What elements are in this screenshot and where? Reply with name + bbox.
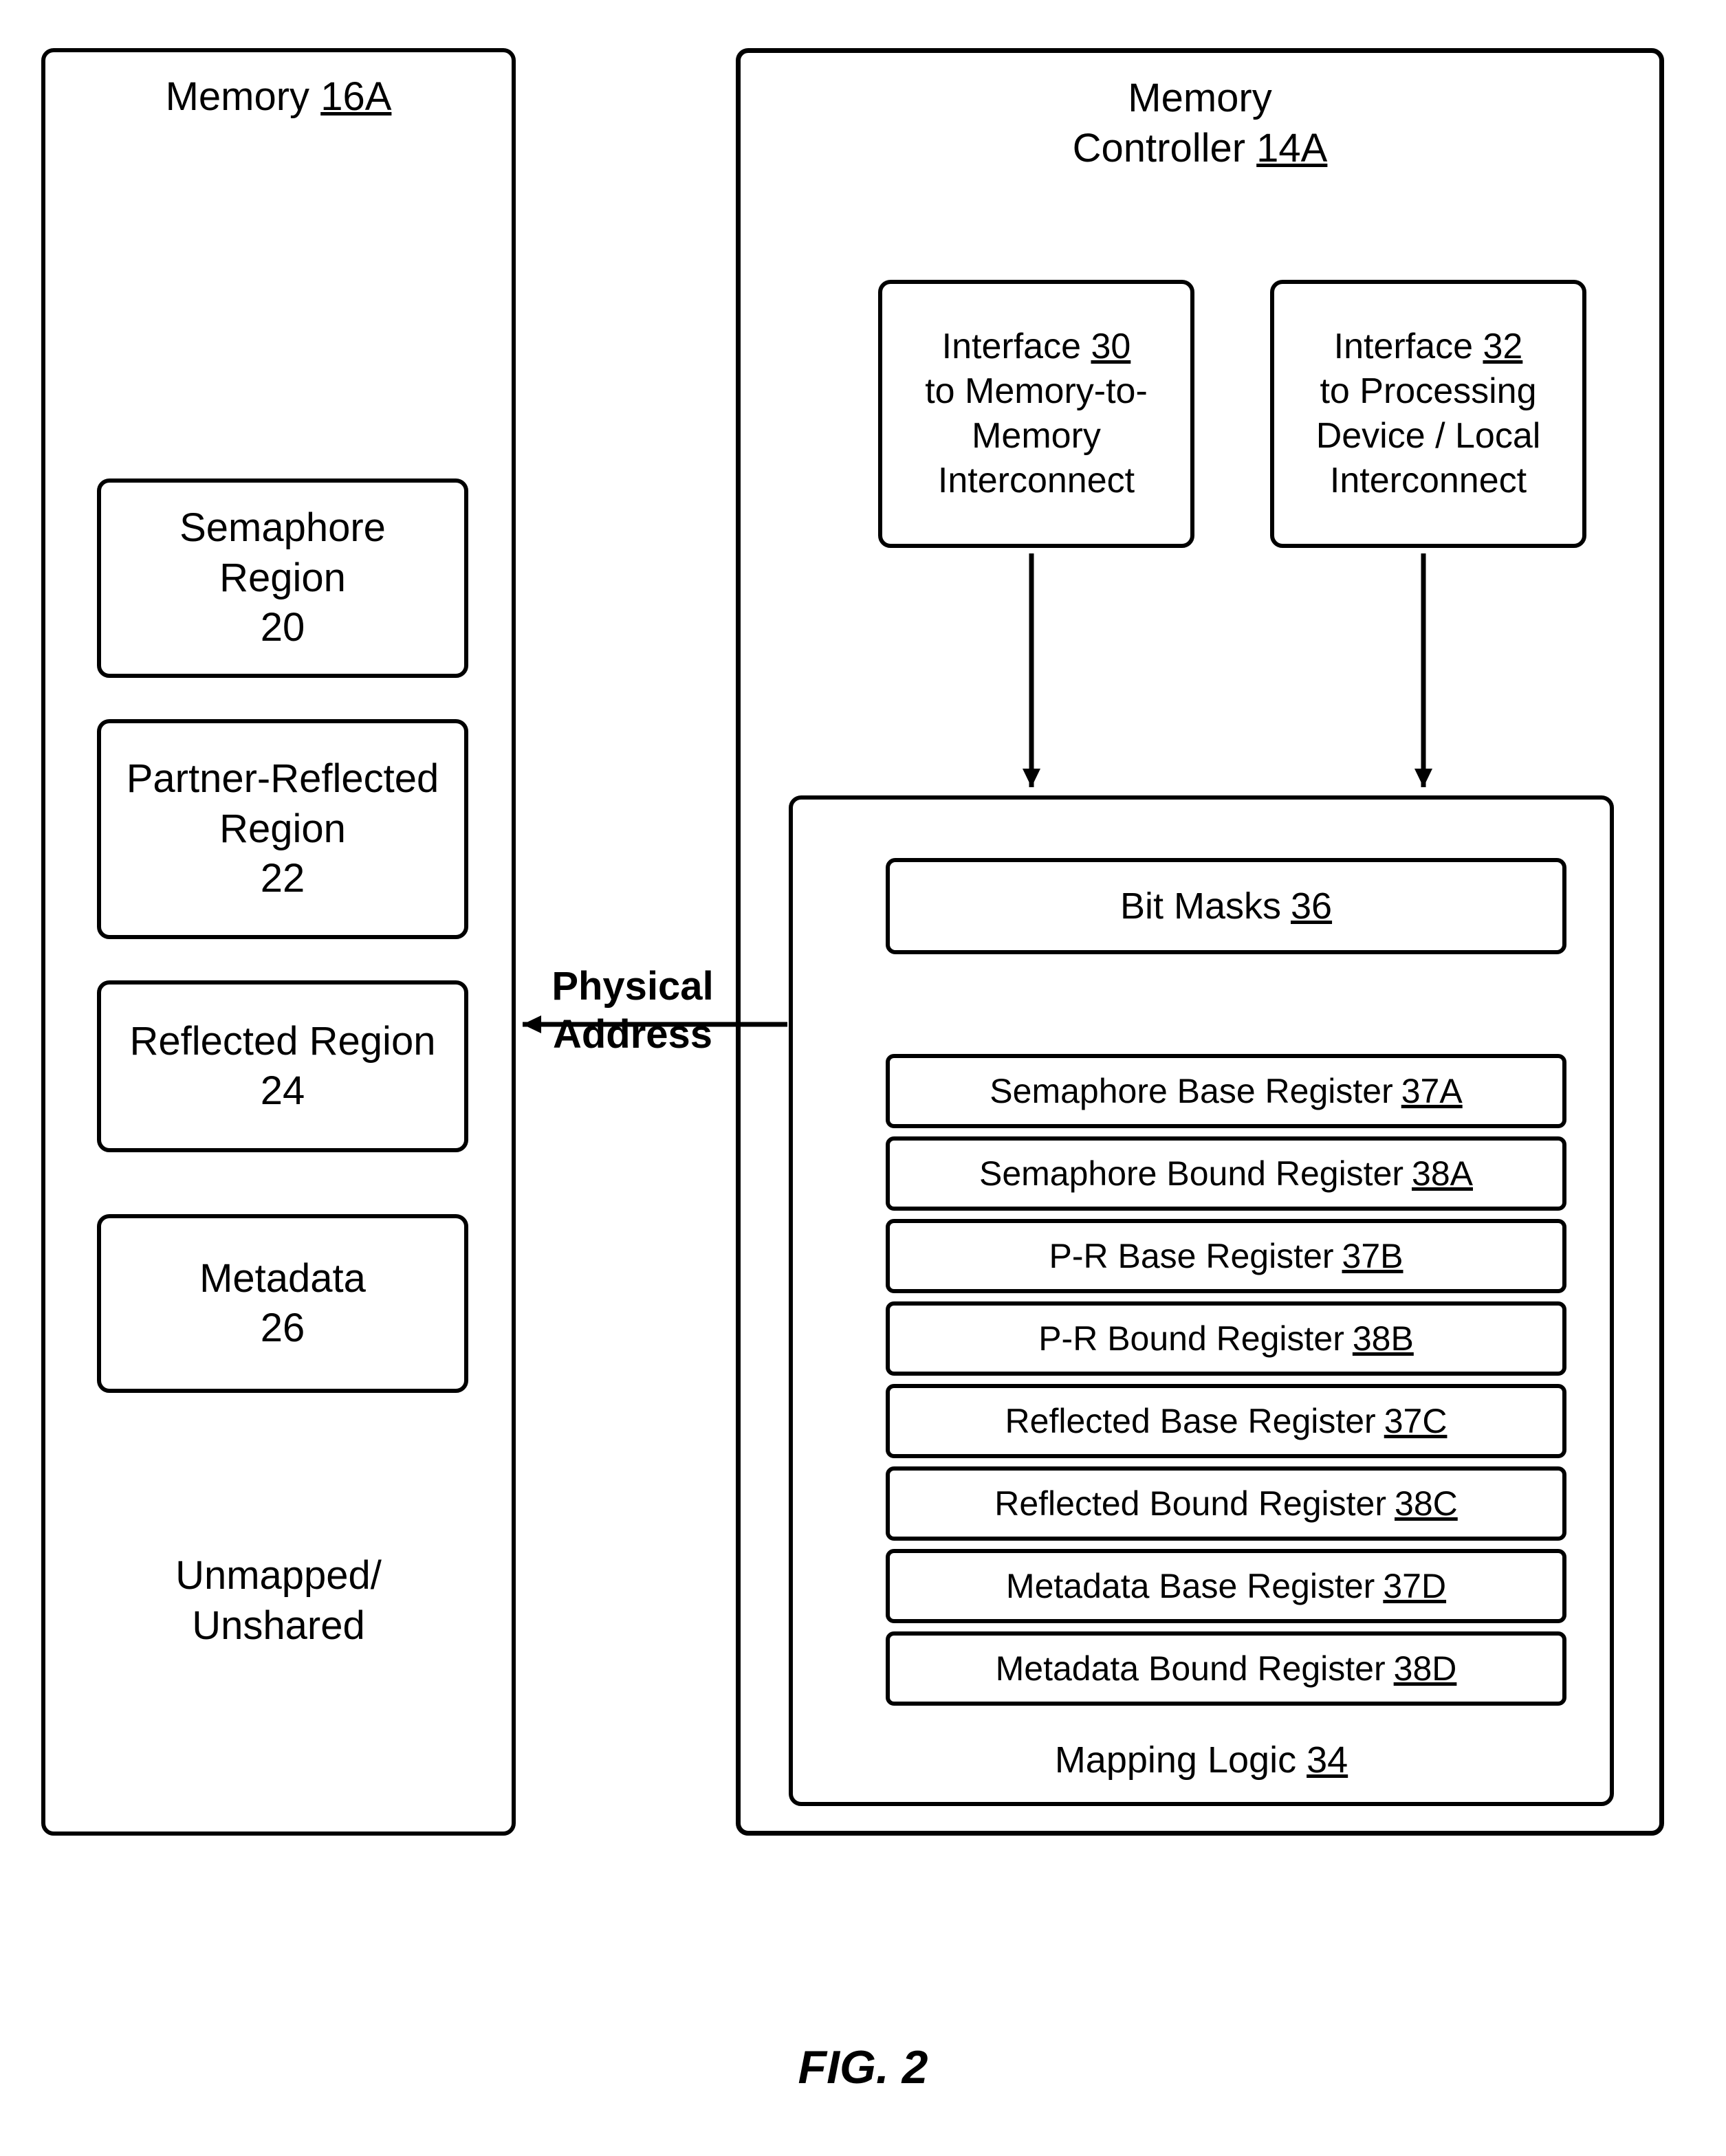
mapping-logic-title: Mapping Logic 34 xyxy=(793,1739,1610,1781)
register-label: Metadata Base Register xyxy=(1006,1566,1375,1606)
register-id: 37A xyxy=(1401,1071,1463,1111)
semaphore-region-id: 20 xyxy=(261,603,305,653)
register-label: Metadata Bound Register xyxy=(996,1649,1386,1688)
register-label: Semaphore Base Register xyxy=(990,1071,1392,1111)
register-id: 38A xyxy=(1412,1154,1473,1194)
controller-title-label: Memory Controller xyxy=(1073,76,1272,170)
diagram-root: Memory 16A Semaphore Region 20 Partner-R… xyxy=(41,48,1664,1870)
reflected-region-id: 24 xyxy=(261,1066,305,1116)
interface-32-id: 32 xyxy=(1483,327,1522,366)
register-row: Reflected Base Register37C xyxy=(886,1384,1566,1458)
semaphore-region-label: Semaphore Region xyxy=(115,503,450,603)
mapping-logic-label: Mapping Logic xyxy=(1055,1739,1296,1781)
register-row: P-R Bound Register38B xyxy=(886,1301,1566,1376)
figure-caption: FIG. 2 xyxy=(0,2040,1726,2094)
partner-reflected-region: Partner-Reflected Region 22 xyxy=(97,719,468,939)
mapping-logic-box: Bit Masks 36 Semaphore Base Register37AS… xyxy=(789,795,1614,1806)
partner-reflected-label: Partner-Reflected Region xyxy=(127,754,439,854)
physical-address-label: Physical Address xyxy=(536,962,729,1058)
register-row: P-R Base Register37B xyxy=(886,1219,1566,1293)
metadata-region-id: 26 xyxy=(261,1304,305,1354)
bit-masks-label: Bit Masks xyxy=(1120,885,1281,927)
controller-title-id: 14A xyxy=(1256,126,1327,170)
register-label: Reflected Bound Register xyxy=(994,1484,1386,1524)
register-id: 38C xyxy=(1395,1484,1458,1524)
memory-box: Memory 16A Semaphore Region 20 Partner-R… xyxy=(41,48,516,1836)
register-row: Semaphore Bound Register38A xyxy=(886,1136,1566,1211)
controller-box: Memory Controller 14A Interface 30 to Me… xyxy=(736,48,1664,1836)
register-id: 38D xyxy=(1394,1649,1457,1688)
interface-30: Interface 30 to Memory-to- Memory Interc… xyxy=(878,280,1194,548)
register-label: Semaphore Bound Register xyxy=(979,1154,1403,1194)
mapping-logic-id: 34 xyxy=(1307,1739,1348,1781)
unmapped-region: Unmapped/ Unshared xyxy=(45,1551,512,1651)
register-row: Metadata Base Register37D xyxy=(886,1549,1566,1623)
bit-masks-id: 36 xyxy=(1291,885,1332,927)
semaphore-region: Semaphore Region 20 xyxy=(97,478,468,678)
partner-reflected-id: 22 xyxy=(261,854,305,904)
metadata-region-label: Metadata xyxy=(199,1254,366,1304)
register-label: P-R Base Register xyxy=(1049,1236,1333,1276)
register-label: P-R Bound Register xyxy=(1038,1319,1344,1358)
register-row: Metadata Bound Register38D xyxy=(886,1631,1566,1706)
interface-30-id: 30 xyxy=(1091,327,1130,366)
interface-30-rest: to Memory-to- Memory Interconnect xyxy=(925,369,1148,503)
register-row: Semaphore Base Register37A xyxy=(886,1054,1566,1128)
register-id: 37C xyxy=(1384,1401,1448,1441)
register-id: 37D xyxy=(1383,1566,1446,1606)
reflected-region: Reflected Region 24 xyxy=(97,980,468,1152)
metadata-region: Metadata 26 xyxy=(97,1214,468,1393)
reflected-region-label: Reflected Region xyxy=(130,1017,436,1067)
interface-32-rest: to Processing Device / Local Interconnec… xyxy=(1316,369,1541,503)
memory-title-label: Memory xyxy=(166,74,309,119)
memory-title-id: 16A xyxy=(320,74,391,119)
interface-32-line1: Interface xyxy=(1334,327,1473,366)
register-label: Reflected Base Register xyxy=(1005,1401,1376,1441)
register-id: 38B xyxy=(1353,1319,1414,1358)
interface-32: Interface 32 to Processing Device / Loca… xyxy=(1270,280,1586,548)
unmapped-label: Unmapped/ Unshared xyxy=(175,1553,382,1648)
controller-title: Memory Controller 14A xyxy=(741,74,1659,173)
interface-30-line1: Interface xyxy=(942,327,1081,366)
memory-title: Memory 16A xyxy=(45,73,512,121)
register-id: 37B xyxy=(1342,1236,1403,1276)
bit-masks-box: Bit Masks 36 xyxy=(886,858,1566,954)
register-row: Reflected Bound Register38C xyxy=(886,1466,1566,1541)
